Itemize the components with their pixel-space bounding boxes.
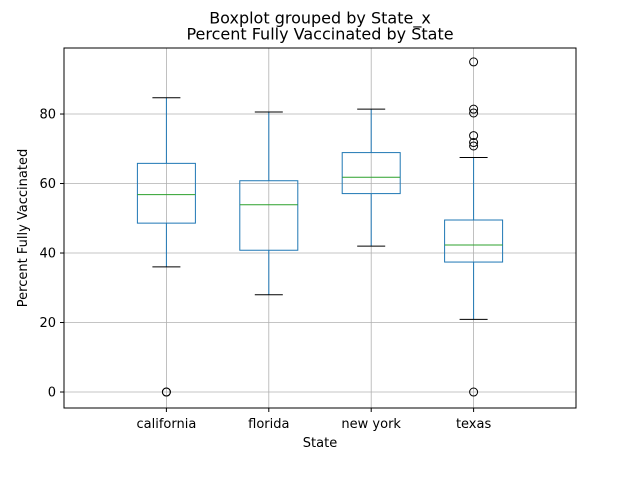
y-tick-label: 80 [39, 108, 56, 123]
box-texas [444, 57, 504, 397]
axes-frame [63, 47, 577, 409]
x-tick-label: new york [341, 417, 401, 432]
iqr-box [136, 162, 196, 224]
x-tick-label: california [136, 417, 196, 432]
outlier-point [469, 108, 479, 118]
outlier-point [469, 104, 479, 114]
outlier-point [161, 387, 171, 397]
box-new-york [341, 108, 401, 247]
outlier-point [469, 141, 479, 151]
outlier-point [469, 131, 479, 141]
x-tick-label: florida [248, 417, 289, 432]
chart-suptitle: Boxplot grouped by State_x [209, 9, 431, 29]
y-axis-label: Percent Fully Vaccinated [16, 149, 31, 307]
outlier-point [469, 138, 479, 148]
y-tick-label: 40 [39, 247, 56, 262]
x-axis-label: State [303, 436, 337, 451]
y-tick-label: 20 [39, 316, 56, 331]
x-tick-label: texas [456, 417, 492, 432]
iqr-box [239, 180, 299, 251]
plot-area: 0 20 40 60 80 california florida new york texas [39, 47, 577, 432]
iqr-box [444, 219, 504, 263]
y-tick-label: 0 [48, 386, 56, 401]
iqr-box [341, 152, 401, 195]
box-florida [239, 111, 299, 296]
outlier-point [469, 387, 479, 397]
box-california [136, 97, 196, 397]
chart-title: Percent Fully Vaccinated by State [186, 25, 453, 44]
outlier-point [469, 57, 479, 67]
y-tick-label: 60 [39, 177, 56, 192]
